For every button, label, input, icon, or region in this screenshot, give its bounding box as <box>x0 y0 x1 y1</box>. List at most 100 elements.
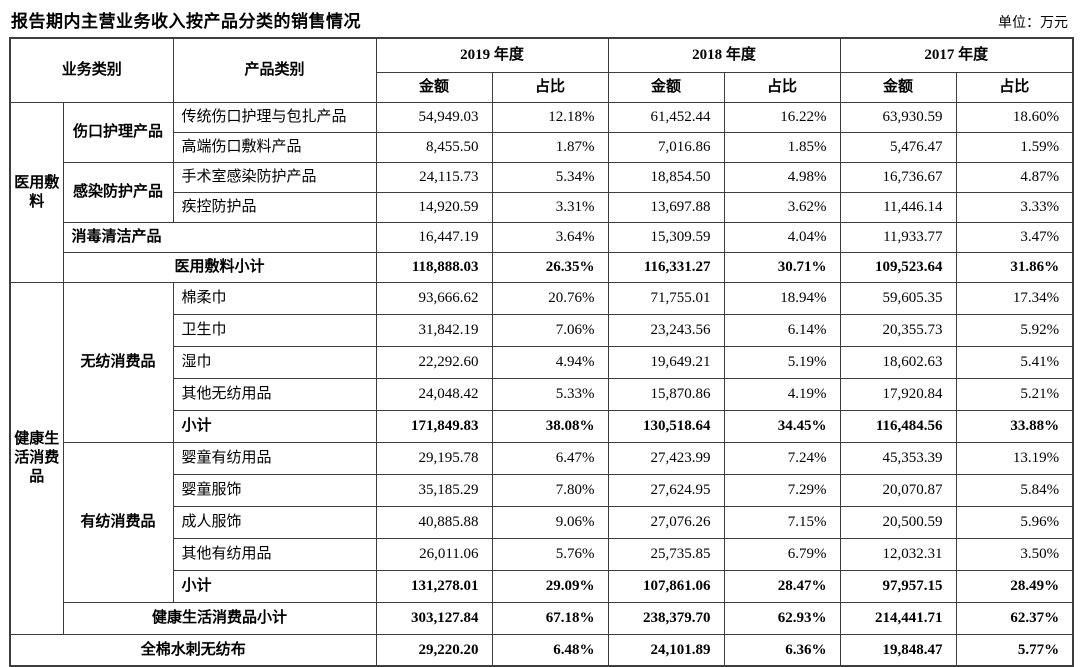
amount-cell: 31,842.19 <box>375 314 493 347</box>
ratio-cell: 7.29% <box>723 474 841 507</box>
sales-by-product-table: 业务类别 产品类别 2019 年度 2018 年度 2017 年度 金额 占比 … <box>9 37 1075 667</box>
amount-cell: 12,032.31 <box>839 538 957 571</box>
table-row: 婴童服饰 35,185.29 7.80% 27,624.95 7.29% 20,070.8… <box>10 474 1074 507</box>
amount-cell: 5,476.47 <box>839 132 957 163</box>
ratio-cell: 18.94% <box>723 282 841 315</box>
ratio-cell: 28.49% <box>955 570 1074 603</box>
amount-cell: 26,011.06 <box>375 538 493 571</box>
section-subtotal-label-cell: 健康生活消费品小计 <box>62 602 377 635</box>
ratio-cell: 4.94% <box>491 346 609 379</box>
amount-cell: 131,278.01 <box>375 570 493 603</box>
ratio-cell: 34.45% <box>723 410 841 443</box>
amount-cell: 16,736.67 <box>839 162 957 193</box>
amount-cell: 20,500.59 <box>839 506 957 539</box>
ratio-cell: 6.36% <box>723 634 841 667</box>
amount-cell: 24,101.89 <box>607 634 725 667</box>
product-name-cell: 湿巾 <box>172 346 377 379</box>
table-row: 疾控防护品 14,920.59 3.31% 13,697.88 3.62% 11,446.… <box>10 192 1074 223</box>
amount-cell: 45,353.39 <box>839 442 957 475</box>
ratio-cell: 30.71% <box>723 252 841 283</box>
section-subtotal-label-cell: 医用敷料小计 <box>62 252 377 283</box>
amount-cell: 11,446.14 <box>839 192 957 223</box>
product-name-cell: 成人服饰 <box>172 506 377 539</box>
ratio-cell: 4.19% <box>723 378 841 411</box>
table-row: 其他有纺用品 26,011.06 5.76% 25,735.85 6.79% 12,032… <box>10 538 1074 571</box>
ratio-cell: 5.77% <box>955 634 1074 667</box>
amount-cell: 20,070.87 <box>839 474 957 507</box>
ratio-cell: 3.31% <box>491 192 609 223</box>
amount-cell: 71,755.01 <box>607 282 725 315</box>
product-name-cell: 其他无纺用品 <box>172 378 377 411</box>
amount-cell: 13,697.88 <box>607 192 725 223</box>
ratio-cell: 3.47% <box>955 222 1074 253</box>
amount-cell: 15,870.86 <box>607 378 725 411</box>
ratio-cell: 5.96% <box>955 506 1074 539</box>
header-year-2017: 2017 年度 <box>839 37 1074 73</box>
amount-cell: 8,455.50 <box>375 132 493 163</box>
ratio-cell: 5.76% <box>491 538 609 571</box>
header-ratio-2017: 占比 <box>955 72 1074 103</box>
amount-cell: 27,076.26 <box>607 506 725 539</box>
amount-cell: 116,484.56 <box>839 410 957 443</box>
ratio-cell: 62.93% <box>723 602 841 635</box>
amount-cell: 22,292.60 <box>375 346 493 379</box>
amount-cell: 171,849.83 <box>375 410 493 443</box>
product-group-cell: 感染防护产品 <box>62 162 174 223</box>
product-group-cell: 消毒清洁产品 <box>62 222 377 253</box>
group-subtotal-label-cell: 小计 <box>172 570 377 603</box>
header-year-2019: 2019 年度 <box>375 37 609 73</box>
ratio-cell: 7.24% <box>723 442 841 475</box>
ratio-cell: 28.47% <box>723 570 841 603</box>
ratio-cell: 4.87% <box>955 162 1074 193</box>
ratio-cell: 20.76% <box>491 282 609 315</box>
business-category-cell: 医用敷料 <box>9 102 64 283</box>
ratio-cell: 3.64% <box>491 222 609 253</box>
ratio-cell: 12.18% <box>491 102 609 133</box>
ratio-cell: 4.04% <box>723 222 841 253</box>
amount-cell: 24,048.42 <box>375 378 493 411</box>
ratio-cell: 5.21% <box>955 378 1074 411</box>
table-row: 成人服饰 40,885.88 9.06% 27,076.26 7.15% 20,500.5… <box>10 506 1074 539</box>
header-year-2018: 2018 年度 <box>607 37 841 73</box>
ratio-cell: 16.22% <box>723 102 841 133</box>
header-amount-2018: 金额 <box>607 72 725 103</box>
ratio-cell: 9.06% <box>491 506 609 539</box>
product-group-cell: 伤口护理产品 <box>62 102 174 163</box>
ratio-cell: 5.33% <box>491 378 609 411</box>
ratio-cell: 17.34% <box>955 282 1074 315</box>
product-name-cell: 疾控防护品 <box>172 192 377 223</box>
product-name-cell: 高端伤口敷料产品 <box>172 132 377 163</box>
ratio-cell: 3.33% <box>955 192 1074 223</box>
amount-cell: 27,624.95 <box>607 474 725 507</box>
ratio-cell: 5.92% <box>955 314 1074 347</box>
ratio-cell: 1.87% <box>491 132 609 163</box>
product-name-cell: 其他有纺用品 <box>172 538 377 571</box>
amount-cell: 27,423.99 <box>607 442 725 475</box>
header-business-category: 业务类别 <box>9 37 174 103</box>
amount-cell: 18,854.50 <box>607 162 725 193</box>
table-row: 医用敷料小计 118,888.03 26.35% 116,331.27 30.71% 10… <box>10 252 1074 283</box>
amount-cell: 214,441.71 <box>839 602 957 635</box>
product-name-cell: 手术室感染防护产品 <box>172 162 377 193</box>
amount-cell: 19,848.47 <box>839 634 957 667</box>
header-amount-2019: 金额 <box>375 72 493 103</box>
product-name-cell: 棉柔巾 <box>172 282 377 315</box>
ratio-cell: 33.88% <box>955 410 1074 443</box>
ratio-cell: 6.79% <box>723 538 841 571</box>
table-row: 高端伤口敷料产品 8,455.50 1.87% 7,016.86 1.85% 5,476.… <box>10 132 1074 163</box>
amount-cell: 11,933.77 <box>839 222 957 253</box>
ratio-cell: 3.50% <box>955 538 1074 571</box>
amount-cell: 29,195.78 <box>375 442 493 475</box>
ratio-cell: 3.62% <box>723 192 841 223</box>
amount-cell: 25,735.85 <box>607 538 725 571</box>
business-category-cell: 健康生活消费品 <box>9 282 64 635</box>
amount-cell: 23,243.56 <box>607 314 725 347</box>
table-row: 健康生活消费品小计 303,127.84 67.18% 238,379.70 62.93… <box>10 602 1074 635</box>
ratio-cell: 18.60% <box>955 102 1074 133</box>
sales-table-body: 医用敷料 伤口护理产品 传统伤口护理与包扎产品 54,949.03 12.18% 61,4… <box>9 102 1074 667</box>
ratio-cell: 62.37% <box>955 602 1074 635</box>
ratio-cell: 1.85% <box>723 132 841 163</box>
amount-cell: 93,666.62 <box>375 282 493 315</box>
product-name-cell: 婴童有纺用品 <box>172 442 377 475</box>
